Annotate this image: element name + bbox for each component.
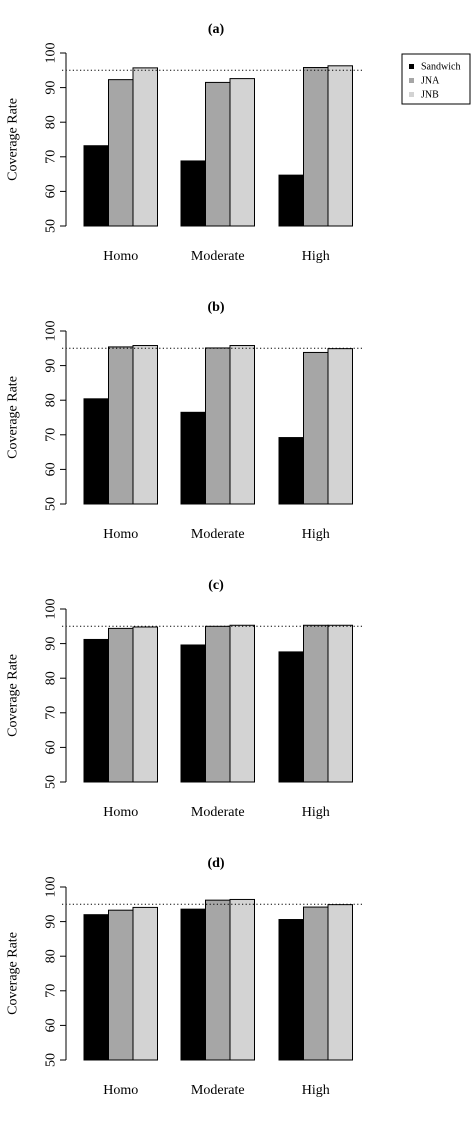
y-tick-label: 100 — [44, 877, 59, 898]
y-tick-label: 50 — [44, 219, 59, 233]
x-category-label: Homo — [103, 527, 138, 542]
bar-jna — [108, 79, 134, 227]
bar-jna — [303, 67, 329, 227]
y-tick-label: 90 — [44, 915, 59, 929]
y-tick-label: 50 — [44, 497, 59, 511]
bar-jna — [108, 909, 134, 1061]
bar-jnb — [327, 904, 353, 1061]
y-tick-label: 80 — [44, 115, 59, 129]
legend-swatch-jna — [409, 78, 414, 83]
bar-jnb — [229, 898, 255, 1061]
bar-sandwich — [83, 398, 109, 505]
bar-jnb — [229, 345, 255, 505]
x-category-label: High — [302, 805, 330, 820]
y-tick-label: 60 — [44, 1018, 59, 1032]
bar-jnb — [327, 65, 353, 227]
bar-jnb — [327, 348, 353, 505]
chart-title: (a) — [208, 22, 225, 37]
bar-sandwich — [180, 160, 206, 227]
bar-sandwich — [180, 644, 206, 783]
chart-title: (c) — [208, 578, 224, 593]
y-tick-label: 80 — [44, 949, 59, 963]
legend: Sandwich JNA JNB — [401, 53, 471, 105]
y-axis-label: Coverage Rate — [6, 98, 21, 181]
bar-jna — [205, 899, 231, 1061]
y-tick-label: 60 — [44, 184, 59, 198]
y-tick-label: 70 — [44, 150, 59, 164]
x-category-label: Homo — [103, 249, 138, 264]
y-tick-label: 100 — [44, 321, 59, 342]
bar-jnb — [132, 345, 158, 505]
bar-jnb — [132, 67, 158, 227]
bar-jnb — [132, 906, 158, 1061]
y-tick-label: 70 — [44, 428, 59, 442]
x-category-label: Moderate — [191, 805, 245, 820]
bar-sandwich — [278, 651, 304, 783]
y-tick-label: 70 — [44, 984, 59, 998]
bar-sandwich — [278, 919, 304, 1061]
bar-jnb — [229, 624, 255, 783]
legend-label: JNA — [421, 76, 440, 87]
y-axis-label: Coverage Rate — [6, 932, 21, 1015]
y-tick-label: 90 — [44, 81, 59, 95]
bar-sandwich — [278, 437, 304, 505]
x-category-label: Homo — [103, 1083, 138, 1098]
y-tick-label: 70 — [44, 706, 59, 720]
bar-jnb — [132, 626, 158, 783]
y-tick-label: 100 — [44, 599, 59, 620]
legend-label: Sandwich — [421, 62, 460, 73]
bar-jna — [205, 81, 231, 227]
bar-sandwich — [83, 638, 109, 783]
x-category-label: High — [302, 249, 330, 264]
bar-jna — [205, 347, 231, 505]
bar-sandwich — [278, 174, 304, 227]
bar-sandwich — [180, 908, 206, 1061]
x-category-label: High — [302, 527, 330, 542]
y-tick-label: 50 — [44, 775, 59, 789]
x-category-label: High — [302, 1083, 330, 1098]
legend-swatch-jnb — [409, 92, 414, 97]
y-tick-label: 80 — [44, 393, 59, 407]
x-category-label: Homo — [103, 805, 138, 820]
bar-jna — [303, 906, 329, 1061]
y-axis-label: Coverage Rate — [6, 376, 21, 459]
bar-sandwich — [83, 145, 109, 227]
bar-jna — [205, 625, 231, 783]
chart-title: (d) — [207, 856, 224, 871]
y-tick-label: 60 — [44, 740, 59, 754]
legend-label: JNB — [421, 90, 439, 101]
chart-panel: (c) 50 60 70 80 90 100 Coverage Rate Homo Moderat… — [6, 578, 362, 820]
chart-panel: (b) 50 60 70 80 90 100 Coverage Rate Homo Moderat… — [6, 300, 362, 542]
y-tick-label: 60 — [44, 462, 59, 476]
bar-sandwich — [180, 411, 206, 505]
bar-jna — [303, 351, 329, 505]
y-axis-label: Coverage Rate — [6, 654, 21, 737]
bar-jna — [303, 624, 329, 783]
x-category-label: Moderate — [191, 1083, 245, 1098]
y-tick-label: 50 — [44, 1053, 59, 1067]
bar-jnb — [327, 624, 353, 783]
y-tick-label: 100 — [44, 43, 59, 64]
bar-sandwich — [83, 914, 109, 1061]
chart-panel: (d) 50 60 70 80 90 100 Coverage Rate Homo Moderat… — [6, 856, 362, 1098]
x-category-label: Moderate — [191, 249, 245, 264]
y-tick-label: 80 — [44, 671, 59, 685]
legend-swatch-sandwich — [409, 64, 414, 69]
chart-title: (b) — [207, 300, 224, 315]
y-tick-label: 90 — [44, 359, 59, 373]
bar-jna — [108, 346, 134, 505]
chart-panel: (a) 50 60 70 80 90 100 Coverage Rate Homo Moderat… — [6, 22, 362, 264]
bar-jna — [108, 627, 134, 783]
bar-jnb — [229, 78, 255, 227]
y-tick-label: 90 — [44, 637, 59, 651]
x-category-label: Moderate — [191, 527, 245, 542]
